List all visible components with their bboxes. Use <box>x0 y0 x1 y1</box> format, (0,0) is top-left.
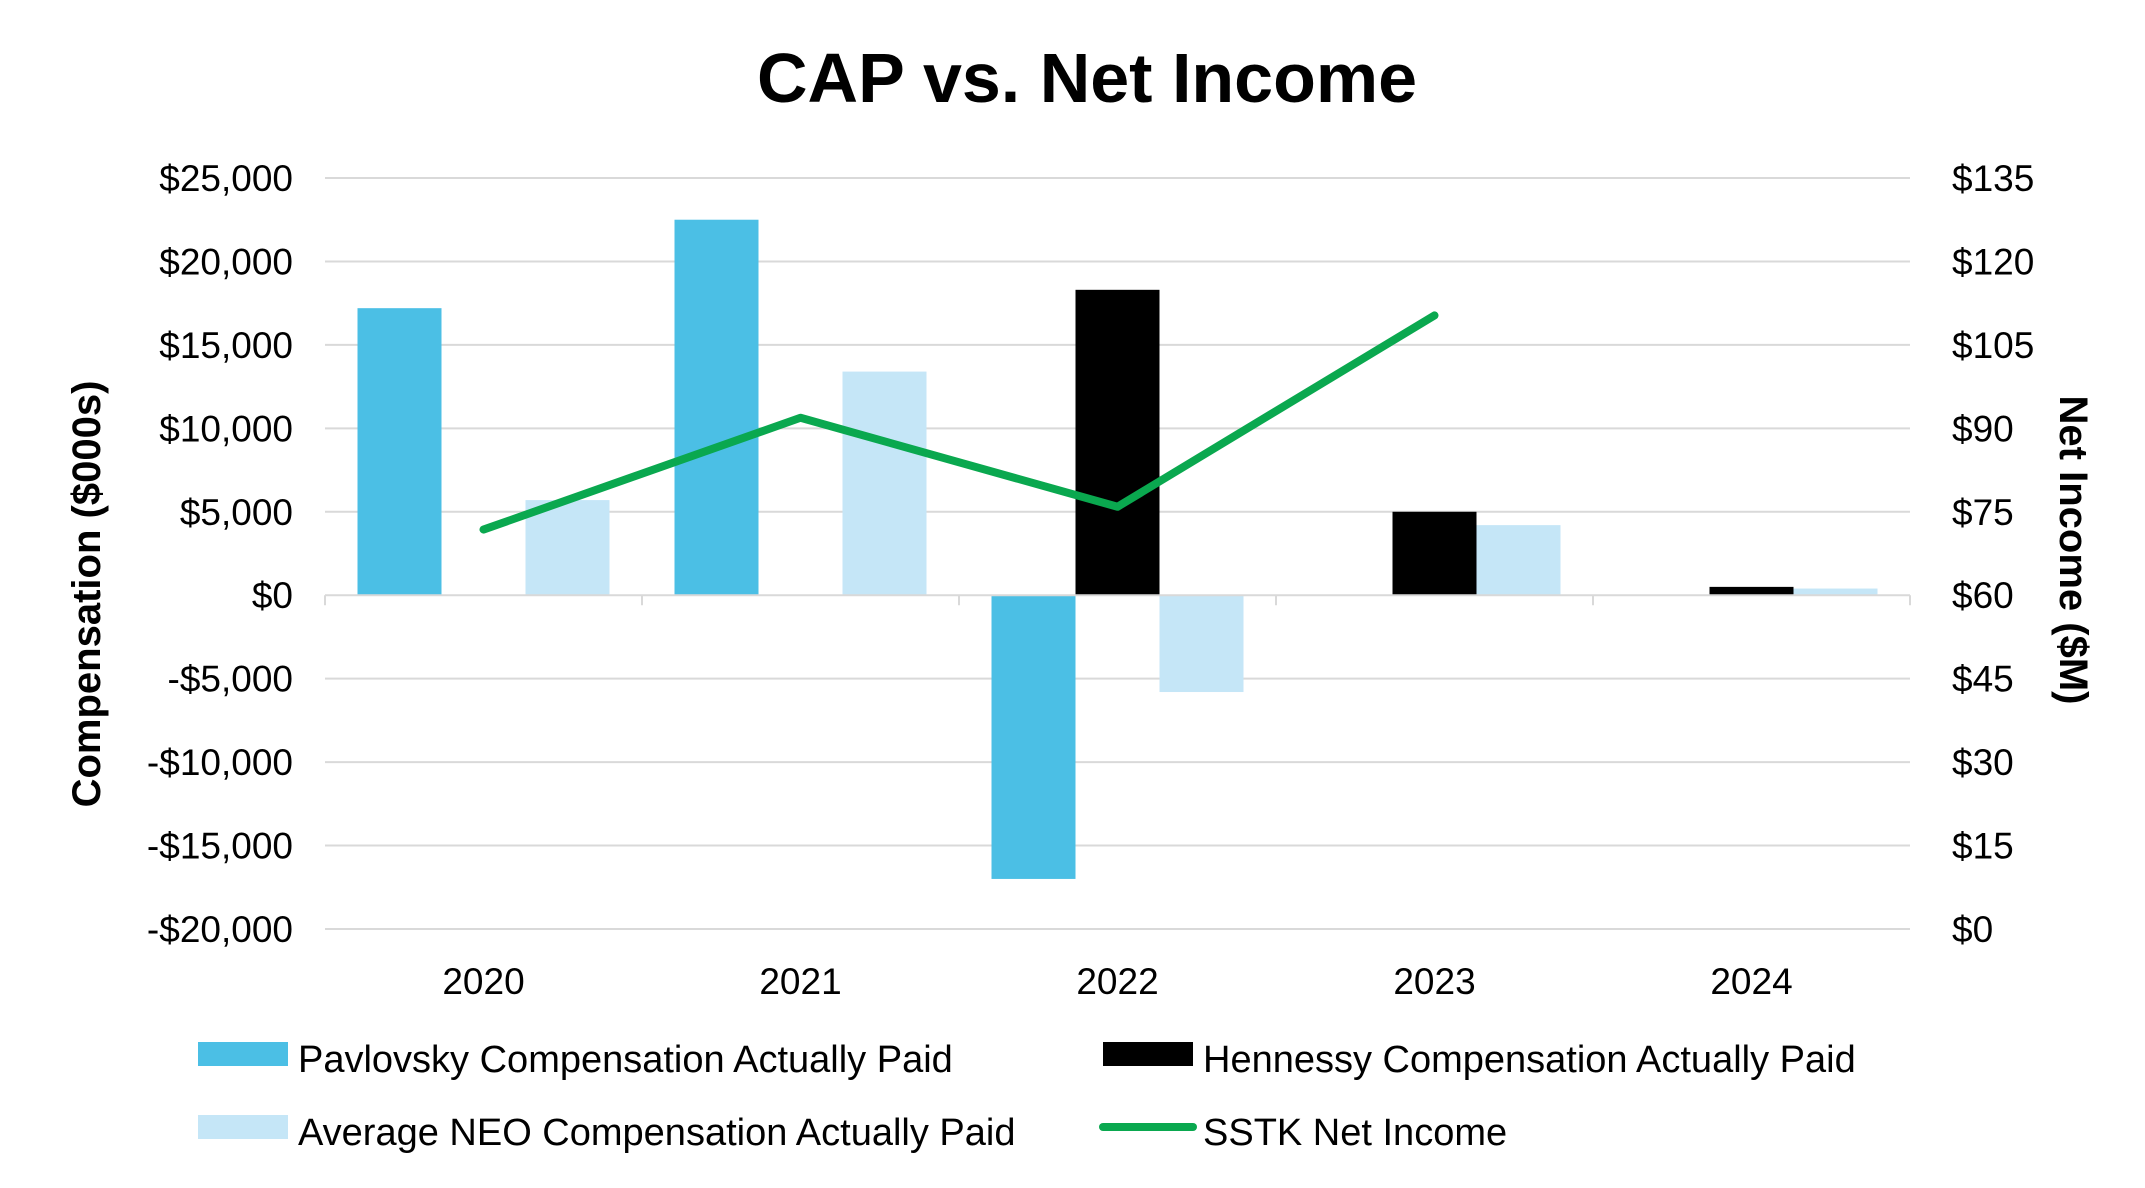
bar-average-2022 <box>1159 595 1244 693</box>
net-income-line-layer <box>479 311 1439 534</box>
x-axis-ticks: 2020 2021 2022 2023 2024 <box>442 961 1792 1002</box>
y2-tick-label: $30 <box>1952 742 2014 783</box>
y-tick-label: $15,000 <box>159 325 293 366</box>
y2-tick-label: $60 <box>1952 575 2014 616</box>
legend-label: Pavlovsky Compensation Actually Paid <box>298 1039 953 1081</box>
bar-pavlovsky-2021 <box>674 219 759 596</box>
bar-hennessy-2024 <box>1709 586 1794 596</box>
x-tick-label: 2023 <box>1393 961 1475 1002</box>
bar-average-2021 <box>842 371 927 596</box>
y-tick-label: -$5,000 <box>168 659 294 700</box>
legend-swatch <box>198 1042 288 1066</box>
y-axis-label: Compensation ($000s) <box>65 381 109 808</box>
legend-item-pavlovsky: Pavlovsky Compensation Actually Paid <box>198 1039 953 1081</box>
legend-item-hennessy: Hennessy Compensation Actually Paid <box>1103 1039 1856 1081</box>
left-axis-ticks: -$20,000 -$15,000 -$10,000 -$5,000 $0 $5,000 $… <box>147 158 293 950</box>
bar-pavlovsky-2022 <box>991 595 1076 879</box>
legend-item-sstk: SSTK Net Income <box>1099 1112 1507 1154</box>
legend-swatch <box>1103 1042 1193 1066</box>
x-tick-label: 2020 <box>442 961 524 1002</box>
bar-pavlovsky-2020 <box>357 308 442 596</box>
bar-hennessy-2023 <box>1392 511 1477 596</box>
y-tick-label: -$15,000 <box>147 826 293 867</box>
y-tick-label: $0 <box>252 575 293 616</box>
y2-tick-label: $105 <box>1952 325 2034 366</box>
legend-label: Average NEO Compensation Actually Paid <box>298 1112 1015 1154</box>
y2-axis-label: Net Income ($M) <box>2051 396 2095 705</box>
net-income-line <box>479 311 1439 534</box>
bars <box>357 219 1878 879</box>
bar-average-2020 <box>525 500 610 596</box>
y-tick-label: $25,000 <box>159 158 293 199</box>
bar-average-2023 <box>1476 525 1561 596</box>
x-tick-label: 2022 <box>1076 961 1158 1002</box>
legend-item-average: Average NEO Compensation Actually Paid <box>198 1112 1015 1154</box>
legend: Pavlovsky Compensation Actually Paid Henn… <box>198 1039 1856 1154</box>
x-tick-label: 2021 <box>759 961 841 1002</box>
y2-tick-label: $15 <box>1952 826 2014 867</box>
chart-title: CAP vs. Net Income <box>757 39 1417 117</box>
y2-tick-label: $135 <box>1952 158 2034 199</box>
y-tick-label: $5,000 <box>180 492 293 533</box>
y2-tick-label: $0 <box>1952 909 1993 950</box>
y2-tick-label: $90 <box>1952 408 2014 449</box>
category-axis <box>324 594 1911 606</box>
legend-swatch <box>198 1115 288 1139</box>
legend-label: Hennessy Compensation Actually Paid <box>1203 1039 1856 1081</box>
bar-hennessy-2022 <box>1075 289 1160 596</box>
x-tick-label: 2024 <box>1710 961 1792 1002</box>
y2-tick-label: $75 <box>1952 492 2014 533</box>
right-axis-ticks: $0 $15 $30 $45 $60 $75 $90 $105 $120 $135 <box>1952 158 2034 950</box>
y-tick-label: -$20,000 <box>147 909 293 950</box>
legend-label: SSTK Net Income <box>1203 1112 1507 1154</box>
y2-tick-label: $45 <box>1952 659 2014 700</box>
y-tick-label: -$10,000 <box>147 742 293 783</box>
y2-tick-label: $120 <box>1952 241 2034 282</box>
y-tick-label: $20,000 <box>159 241 293 282</box>
y-tick-label: $10,000 <box>159 408 293 449</box>
bar-average-2024 <box>1793 588 1878 596</box>
